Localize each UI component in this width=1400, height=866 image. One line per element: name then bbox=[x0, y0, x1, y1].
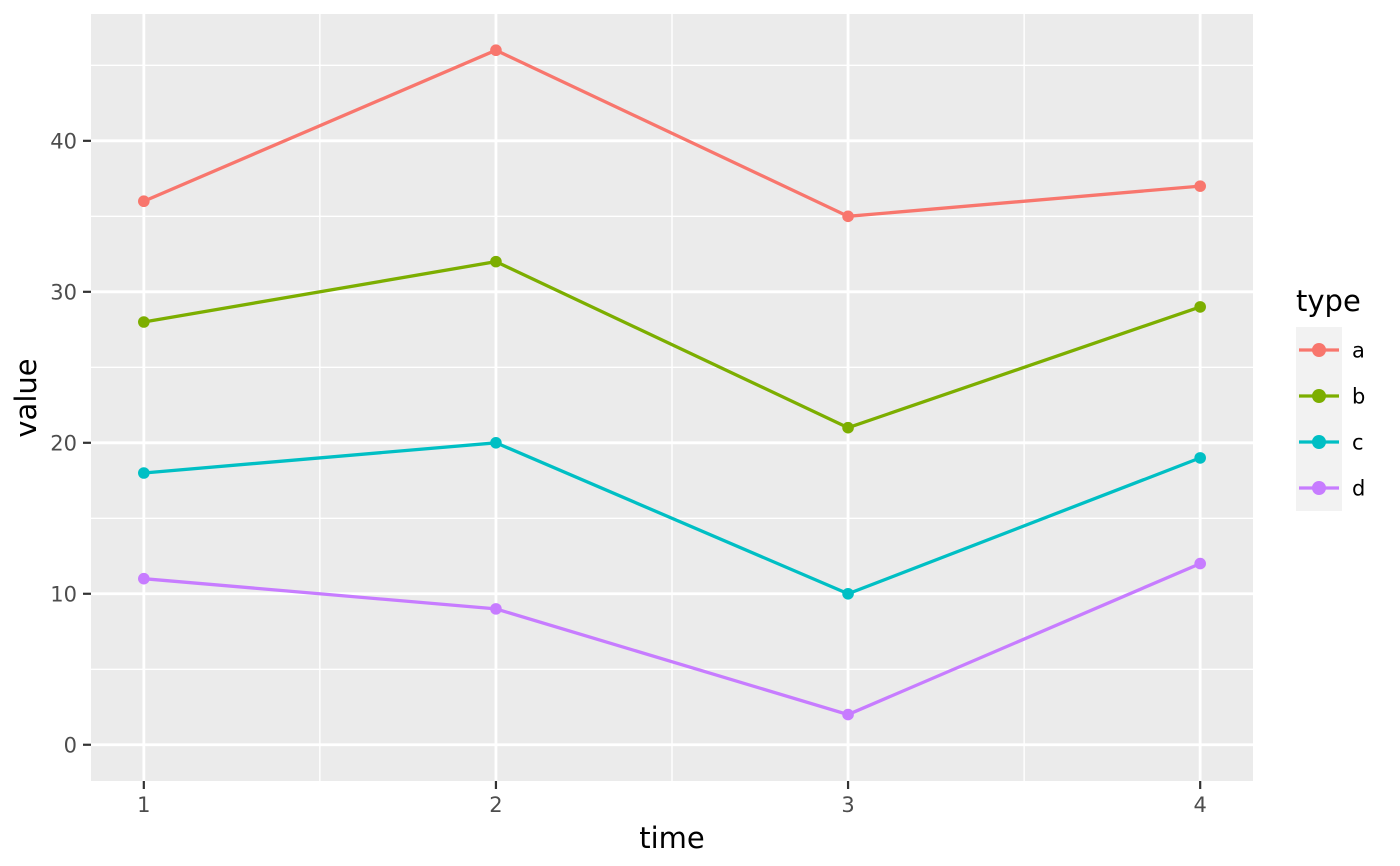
series-a bbox=[138, 44, 1206, 223]
legend-title: type bbox=[1296, 284, 1361, 318]
y-tick-label: 10 bbox=[50, 582, 77, 606]
data-point-c bbox=[842, 587, 854, 600]
data-point-c bbox=[1194, 452, 1206, 464]
y-tick-label: 20 bbox=[50, 431, 77, 455]
legend-entry-c: c bbox=[1296, 419, 1364, 465]
data-point-b bbox=[490, 255, 502, 268]
legend-key-point bbox=[1312, 435, 1326, 449]
legend-key-point bbox=[1312, 343, 1326, 357]
x-tick-label: 1 bbox=[137, 793, 150, 817]
data-point-b bbox=[1194, 301, 1206, 313]
legend-entry-b: b bbox=[1296, 373, 1365, 419]
data-point-a bbox=[138, 195, 150, 208]
data-point-a bbox=[490, 44, 502, 57]
series-b bbox=[138, 255, 1206, 434]
axis-ticks: 0 10 20 30 40 1 2 3 4 bbox=[50, 129, 1207, 817]
legend-key-point bbox=[1312, 481, 1326, 495]
series-line-c bbox=[143, 441, 1201, 596]
y-axis-title: value bbox=[9, 358, 43, 437]
data-point-a bbox=[1194, 180, 1206, 192]
y-tick-label: 40 bbox=[50, 129, 77, 153]
legend-key-point bbox=[1312, 389, 1326, 403]
x-tick-label: 2 bbox=[489, 793, 502, 817]
legend-label: a bbox=[1352, 339, 1365, 363]
series-lines bbox=[138, 44, 1206, 721]
legend-entry-a: a bbox=[1296, 327, 1365, 373]
data-point-b bbox=[842, 421, 854, 434]
legend-entry-d: d bbox=[1296, 465, 1365, 511]
data-point-c bbox=[490, 436, 502, 449]
y-tick-label: 0 bbox=[64, 733, 77, 757]
data-point-d bbox=[138, 572, 150, 585]
series-line-d bbox=[143, 562, 1201, 717]
series-d bbox=[138, 557, 1206, 721]
data-point-d bbox=[842, 708, 854, 721]
legend-label: b bbox=[1352, 385, 1365, 409]
y-tick-label: 30 bbox=[50, 280, 77, 304]
series-c bbox=[138, 436, 1206, 600]
gridlines bbox=[91, 14, 1253, 781]
data-point-b bbox=[138, 316, 150, 328]
data-point-d bbox=[490, 603, 502, 615]
series-line-b bbox=[143, 259, 1201, 430]
series-line-a bbox=[143, 48, 1201, 219]
x-tick-label: 3 bbox=[841, 793, 854, 817]
data-point-a bbox=[842, 210, 854, 223]
legend-label: d bbox=[1352, 477, 1365, 501]
data-point-d bbox=[1194, 557, 1206, 570]
legend-label: c bbox=[1352, 431, 1364, 455]
data-point-c bbox=[138, 467, 150, 479]
x-axis-title: time bbox=[639, 821, 705, 855]
x-tick-label: 4 bbox=[1193, 793, 1206, 817]
